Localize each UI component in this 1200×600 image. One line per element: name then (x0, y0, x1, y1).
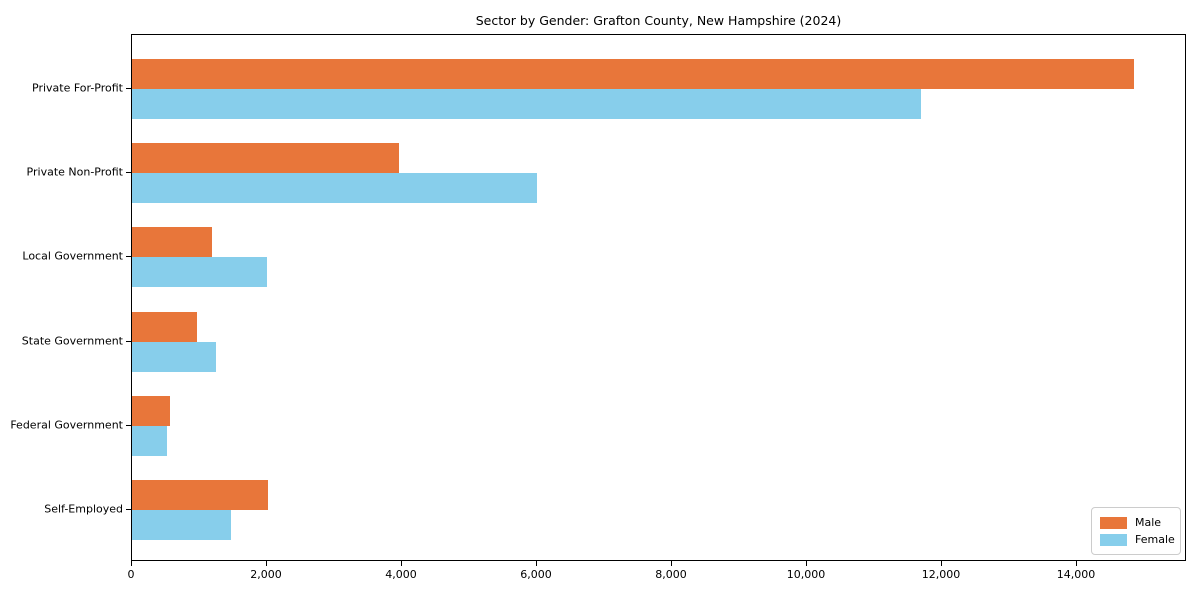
x-tick-label: 14,000 (1056, 568, 1096, 581)
bar-male-1 (132, 59, 1135, 89)
legend: Male Female (1091, 507, 1181, 555)
female-swatch-icon (1100, 533, 1127, 546)
chart-title: Sector by Gender: Grafton County, New Ha… (475, 13, 842, 28)
y-tick-mark (126, 88, 131, 89)
bar-female-6 (132, 510, 232, 540)
x-tick-mark (941, 561, 942, 566)
bar-male-4 (132, 311, 197, 342)
y-tick-mark (126, 172, 131, 174)
legend-label-male: Male (1135, 516, 1162, 529)
plot-area (131, 34, 1186, 561)
bar-female-3 (132, 257, 267, 288)
x-tick-mark (536, 561, 537, 566)
x-tick-label: 10,000 (786, 568, 826, 581)
y-tick-mark (126, 340, 131, 342)
bar-female-4 (132, 341, 216, 372)
bar-male-6 (132, 480, 268, 510)
x-tick-mark (671, 561, 672, 566)
x-tick-mark (806, 561, 807, 566)
x-tick-mark (131, 561, 132, 566)
y-tick-label: Private For-Profit (32, 81, 123, 95)
y-tick-label: Private Non-Profit (26, 165, 123, 179)
legend-entry-female: Female (1100, 531, 1175, 548)
x-tick-label: 8,000 (655, 568, 687, 581)
x-tick-label: 0 (127, 568, 135, 581)
x-tick-mark (1076, 561, 1077, 566)
y-tick-label: Local Government (22, 249, 123, 263)
x-tick-label: 12,000 (921, 568, 961, 581)
x-tick-label: 6,000 (520, 568, 552, 581)
x-tick-label: 2,000 (250, 568, 282, 581)
x-tick-mark (266, 561, 267, 566)
legend-entry-male: Male (1100, 514, 1172, 531)
y-tick-label: State Government (21, 334, 123, 348)
bar-male-3 (132, 227, 213, 258)
male-swatch-icon (1100, 516, 1127, 529)
bar-male-5 (132, 395, 170, 426)
y-tick-label: Federal Government (10, 418, 123, 432)
bar-female-5 (132, 425, 168, 456)
y-tick-mark (126, 424, 131, 426)
bar-male-2 (132, 143, 399, 174)
bar-female-2 (132, 173, 537, 204)
legend-label-female: Female (1135, 533, 1175, 546)
x-tick-mark (401, 561, 402, 566)
x-tick-label: 4,000 (385, 568, 417, 581)
bar-female-1 (132, 89, 922, 119)
y-tick-mark (126, 509, 131, 510)
y-tick-mark (126, 256, 131, 258)
y-tick-label: Self-Employed (44, 502, 123, 516)
